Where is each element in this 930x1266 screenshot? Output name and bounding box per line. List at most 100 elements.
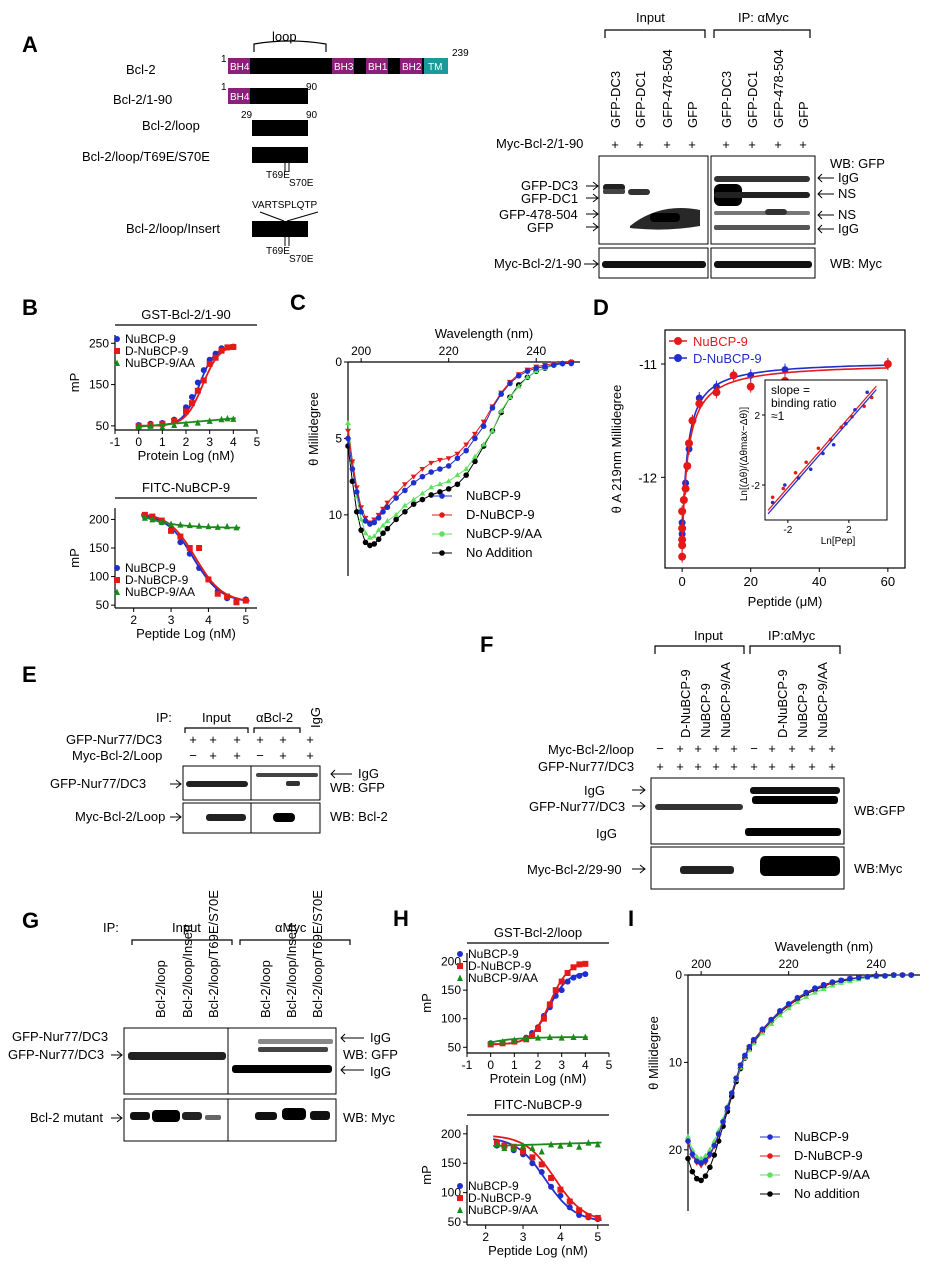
H_bottom-point-1-9 bbox=[576, 1207, 583, 1214]
C-point-2-6 bbox=[371, 533, 378, 539]
B_top-point-2-1 bbox=[147, 422, 154, 429]
H_top-point-0-9 bbox=[558, 987, 565, 994]
I-point-0-17 bbox=[768, 1016, 774, 1023]
chart-i: 200 220 240 0 10 20 Wavelength (nm) θ Millidegr… bbox=[646, 939, 920, 1211]
blot-g-band2: Bcl-2 mutant bbox=[30, 1110, 103, 1125]
blot-f-row1-label: Myc-Bcl-2/loop bbox=[548, 742, 634, 757]
C-point-0-17 bbox=[454, 455, 461, 462]
blot-a-left-arrows bbox=[584, 181, 599, 269]
blot-a-lane-6: GFP-478-504 bbox=[771, 49, 786, 128]
I-xtick-label-1: 220 bbox=[779, 957, 799, 971]
d-inset-ytick-label-0: 2 bbox=[754, 411, 760, 422]
d-xtick-label-1: 20 bbox=[743, 574, 757, 589]
I-legend-0: NuBCP-9 bbox=[794, 1129, 849, 1144]
I-point-0-29 bbox=[873, 973, 880, 979]
d-point-0-9 bbox=[688, 416, 697, 425]
H_top-point-1-9 bbox=[558, 978, 565, 985]
blot-a-lane-0: GFP-DC3 bbox=[608, 71, 623, 128]
I-point-0-13 bbox=[742, 1052, 748, 1059]
blot-g-igg2: IgG bbox=[370, 1064, 391, 1079]
C-point-3-1 bbox=[349, 478, 356, 485]
I-legend-marker-2 bbox=[767, 1172, 773, 1178]
H_top-ytick-label-0: 50 bbox=[448, 1040, 462, 1054]
C-point-3-6 bbox=[371, 541, 378, 547]
I-point-0-12 bbox=[737, 1062, 744, 1068]
B_top-point-2-4 bbox=[183, 420, 189, 427]
blot-e-igg-lane: IgG bbox=[308, 707, 323, 728]
B_top-legend-1: D-NuBCP-9 bbox=[125, 344, 189, 358]
C-point-3-7 bbox=[375, 536, 382, 543]
d-legend-1: D-NuBCP-9 bbox=[693, 351, 762, 366]
blot-a-input-gfp-membrane bbox=[598, 155, 709, 245]
blot-a-lane-labels: GFP-DC3 GFP-DC1 GFP-478-504 GFP GFP-DC3 GFP-D… bbox=[608, 49, 811, 128]
d-inset-point-0-3 bbox=[804, 460, 808, 465]
H_bottom-legend-1: D-NuBCP-9 bbox=[468, 1191, 532, 1205]
construct-bcl2-label: Bcl-2 bbox=[126, 62, 156, 77]
band-a-ip-igg bbox=[714, 176, 810, 182]
chart-b-top: GST-Bcl-2/1-90 -1 0 1 2 3 4 5 50 150 250 Protein Lo… bbox=[67, 307, 261, 463]
C-point-2-20 bbox=[480, 441, 487, 447]
C-point-2-19 bbox=[471, 453, 478, 459]
d-inset-frame bbox=[764, 379, 888, 521]
blot-a-plus-3: + bbox=[688, 137, 696, 152]
H_bottom-fit-1 bbox=[493, 1135, 602, 1220]
B_top-xlabel: Protein Log (nM) bbox=[138, 448, 235, 463]
blot-e-right-arrow bbox=[330, 769, 352, 779]
I-point-3-2 bbox=[693, 1175, 700, 1182]
H_bottom-point-1-6 bbox=[548, 1174, 555, 1181]
C-point-2-5 bbox=[366, 534, 373, 540]
H_bottom-ytick-label-2: 150 bbox=[441, 1156, 461, 1170]
H_bottom-legend-marker-0 bbox=[457, 1183, 463, 1189]
B_top-point-2-2 bbox=[159, 423, 166, 430]
C-point-0-20 bbox=[480, 423, 487, 430]
H_bottom-ytick-label-1: 100 bbox=[441, 1186, 461, 1200]
blot-f-lane-4: NuBCP-9 bbox=[795, 683, 810, 738]
blot-f-row1-sign-8: + bbox=[808, 741, 816, 756]
band-e-bcl2-input bbox=[206, 814, 246, 821]
H_bottom-point-1-4 bbox=[529, 1154, 536, 1161]
I-ytick-label-0: 0 bbox=[675, 968, 682, 982]
band-g-myc-5 bbox=[255, 1112, 277, 1120]
d-legend-marker-0 bbox=[674, 337, 682, 345]
I-point-3-1 bbox=[689, 1168, 696, 1175]
H_bottom-point-2-1 bbox=[501, 1144, 508, 1151]
C-legend-3: No Addition bbox=[466, 545, 533, 560]
panel-label-c: C bbox=[290, 290, 306, 315]
band-a-ip-ns bbox=[714, 192, 810, 198]
B_bottom-point-1-3 bbox=[168, 527, 175, 534]
chart-b-bottom: FITC-NuBCP-9 2 3 4 5 50 100 150 200 Peptide Log (… bbox=[67, 480, 257, 641]
blot-f-row2-sign-6: + bbox=[768, 759, 776, 774]
H_bottom-point-2-2 bbox=[510, 1145, 517, 1152]
H_top-point-2-0 bbox=[487, 1039, 494, 1047]
I-point-0-5 bbox=[707, 1151, 713, 1157]
H_top-legend-1: D-NuBCP-9 bbox=[468, 959, 532, 973]
C-point-0-3 bbox=[358, 509, 364, 515]
bh4-domain bbox=[228, 58, 250, 74]
I-point-0-31 bbox=[890, 972, 897, 978]
bh1-domain bbox=[366, 58, 388, 74]
C-point-0-4 bbox=[362, 518, 369, 524]
panel-label-i: I bbox=[628, 906, 634, 931]
t69e-label-2: T69E bbox=[266, 246, 290, 257]
blot-f-ip: IP:αMyc bbox=[768, 628, 816, 643]
C-point-2-22 bbox=[498, 407, 505, 413]
B_top-xtick-label-2: 1 bbox=[159, 435, 166, 449]
I-point-3-5 bbox=[707, 1164, 713, 1171]
blot-a-wb-gfp: WB: GFP bbox=[830, 156, 885, 171]
bcl2-loop-insert-bar bbox=[252, 221, 308, 237]
C-point-0-11 bbox=[402, 487, 408, 494]
I-point-0-3 bbox=[698, 1160, 704, 1166]
blot-e-brackets bbox=[184, 727, 301, 733]
I-point-0-15 bbox=[750, 1036, 757, 1043]
d-inset-point-1-8 bbox=[865, 390, 869, 395]
panel-label-h: H bbox=[393, 906, 409, 931]
d-inset-point-1-7 bbox=[853, 407, 857, 412]
d-point-0-1 bbox=[678, 541, 687, 550]
H_top-point-2-3 bbox=[523, 1034, 530, 1042]
H_bottom-point-0-6 bbox=[548, 1183, 555, 1190]
insert-lines bbox=[259, 211, 319, 222]
I-point-0-7 bbox=[715, 1131, 722, 1137]
loop-label: loop bbox=[272, 29, 297, 44]
B_bottom-legend-2: NuBCP-9/AA bbox=[125, 585, 195, 599]
construct-bcl2-190-label: Bcl-2/1-90 bbox=[113, 92, 172, 107]
